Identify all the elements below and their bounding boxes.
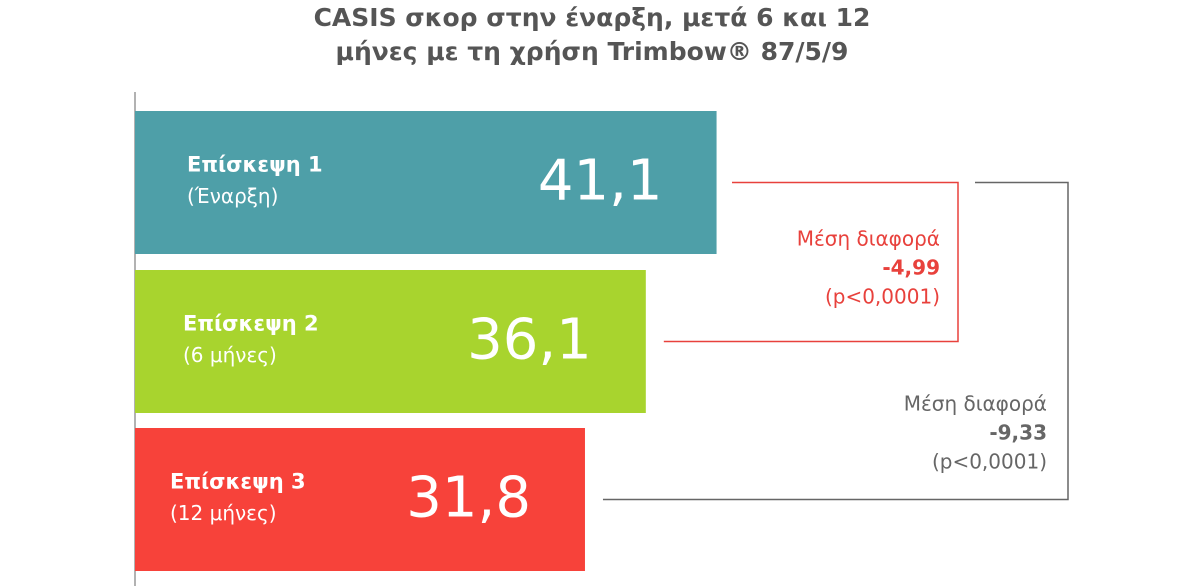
annotation-text: (p<0,0001): [825, 285, 940, 309]
chart-title: CASIS σκορ στην έναρξη, μετά 6 και 12: [314, 3, 871, 32]
chart-title: μήνες με τη χρήση Trimbow® 87/5/9: [336, 37, 849, 66]
category-label: Επίσκεψη 2: [183, 312, 319, 336]
annotation-text: (p<0,0001): [932, 450, 1047, 474]
value-label: 36,1: [467, 308, 592, 373]
annotation-text: Μέση διαφορά: [797, 227, 940, 251]
bracket: [663, 181, 959, 343]
value-label: 31,8: [406, 466, 531, 531]
annotation-text: -9,33: [989, 421, 1047, 445]
bar: [135, 270, 646, 413]
category-note: (Έναρξη): [187, 184, 278, 208]
value-label: 41,1: [538, 149, 663, 214]
bar: [135, 428, 585, 571]
annotation-text: -4,99: [882, 256, 940, 280]
category-label: Επίσκεψη 1: [187, 153, 323, 177]
category-label: Επίσκεψη 3: [170, 470, 306, 494]
bracket: [602, 181, 1069, 501]
category-note: (12 μήνες): [170, 501, 277, 525]
bar: [135, 111, 717, 254]
category-note: (6 μήνες): [183, 343, 277, 367]
annotation-text: Μέση διαφορά: [904, 392, 1047, 416]
